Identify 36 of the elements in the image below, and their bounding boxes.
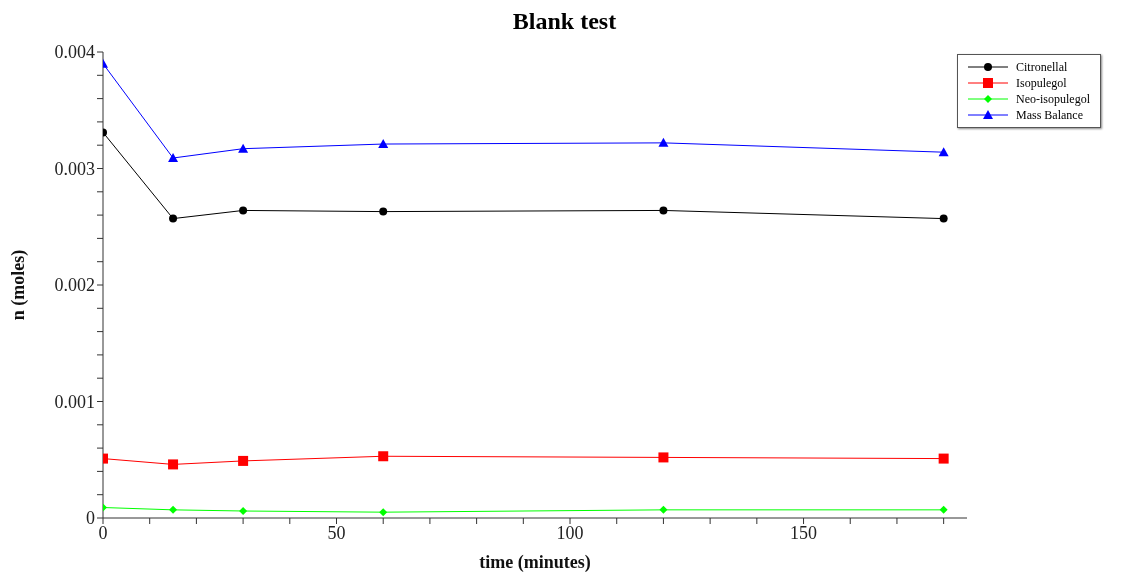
point [169,214,178,223]
point [938,147,949,157]
point [239,507,248,516]
point [939,214,948,223]
x-tick-label: 0 [98,522,108,543]
legend-label: Isopulegol [1016,75,1067,91]
point [659,505,668,514]
chart-title: Blank test [511,8,618,36]
point [168,153,179,163]
legend-label: Citronellal [1016,59,1068,75]
point [379,207,388,216]
y-tick-label: 0.003 [54,158,95,179]
legend-label: Mass Balance [1016,107,1083,123]
y-tick-label: 0.001 [54,391,95,412]
point [659,206,668,215]
point [168,459,179,470]
point [379,508,388,517]
x-tick-label: 150 [790,522,818,543]
point [378,139,389,149]
point [938,453,949,464]
point [238,455,249,466]
point [238,143,249,153]
y-axis-title: n (moles) [8,249,30,321]
y-tick-label: 0.004 [54,42,95,63]
x-axis-title: time (minutes) [479,552,591,573]
point [239,206,248,215]
point [939,505,948,514]
x-tick-label: 100 [556,522,584,543]
y-tick-label: 0 [86,508,95,529]
legend-label: Neo-isopulegol [1016,91,1090,107]
point [378,451,389,462]
y-tick-label: 0.002 [54,275,95,296]
point [658,137,669,147]
point [658,452,669,463]
point [169,505,178,514]
x-tick-label: 50 [327,522,346,543]
